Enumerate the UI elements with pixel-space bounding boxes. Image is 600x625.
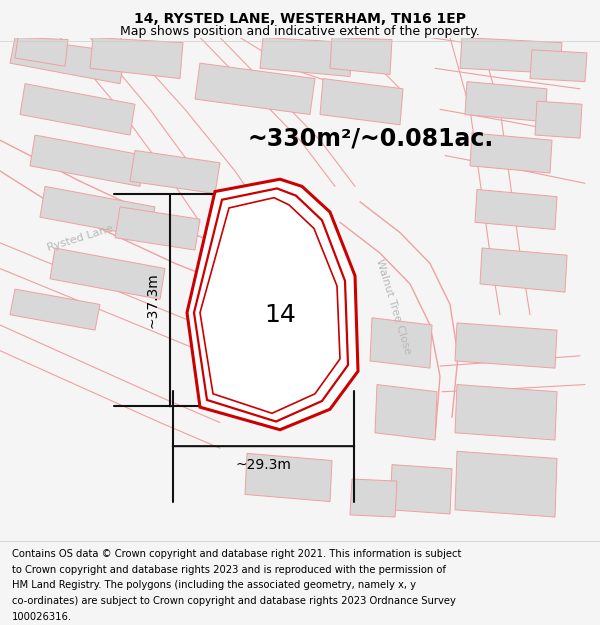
Polygon shape	[30, 135, 145, 186]
Polygon shape	[115, 207, 200, 250]
Polygon shape	[40, 186, 155, 238]
Polygon shape	[455, 451, 557, 517]
Text: Rysted Lane: Rysted Lane	[46, 223, 114, 253]
Polygon shape	[245, 453, 332, 502]
Polygon shape	[330, 38, 392, 74]
Text: ~330m²/~0.081ac.: ~330m²/~0.081ac.	[248, 126, 494, 150]
Polygon shape	[187, 179, 358, 430]
Text: 14, RYSTED LANE, WESTERHAM, TN16 1EP: 14, RYSTED LANE, WESTERHAM, TN16 1EP	[134, 12, 466, 26]
Text: HM Land Registry. The polygons (including the associated geometry, namely x, y: HM Land Registry. The polygons (includin…	[12, 580, 416, 590]
Text: co-ordinates) are subject to Crown copyright and database rights 2023 Ordnance S: co-ordinates) are subject to Crown copyr…	[12, 596, 456, 606]
Text: 100026316.: 100026316.	[12, 611, 72, 621]
Polygon shape	[455, 384, 557, 440]
Polygon shape	[350, 479, 397, 517]
Polygon shape	[90, 38, 183, 79]
Text: 14: 14	[264, 302, 296, 327]
Polygon shape	[195, 63, 315, 114]
Polygon shape	[15, 38, 68, 66]
Text: Contains OS data © Crown copyright and database right 2021. This information is : Contains OS data © Crown copyright and d…	[12, 549, 461, 559]
Polygon shape	[530, 50, 587, 82]
Polygon shape	[465, 82, 547, 122]
Polygon shape	[475, 189, 557, 229]
Polygon shape	[460, 38, 562, 73]
Text: to Crown copyright and database rights 2023 and is reproduced with the permissio: to Crown copyright and database rights 2…	[12, 564, 446, 574]
Polygon shape	[390, 464, 452, 514]
Polygon shape	[260, 38, 353, 76]
Polygon shape	[50, 248, 165, 299]
Polygon shape	[455, 323, 557, 368]
Polygon shape	[470, 133, 552, 173]
Polygon shape	[20, 84, 135, 135]
Polygon shape	[130, 151, 220, 194]
Text: ~37.3m: ~37.3m	[146, 272, 160, 328]
Text: ~29.3m: ~29.3m	[236, 458, 292, 472]
Polygon shape	[480, 248, 567, 292]
Polygon shape	[375, 384, 437, 440]
Text: Map shows position and indicative extent of the property.: Map shows position and indicative extent…	[120, 25, 480, 38]
Polygon shape	[10, 289, 100, 330]
Polygon shape	[10, 38, 125, 84]
Polygon shape	[535, 101, 582, 138]
Text: Rysted Lane: Rysted Lane	[236, 201, 271, 268]
Polygon shape	[320, 79, 403, 125]
Polygon shape	[370, 318, 432, 368]
Text: Walnut Tree Close: Walnut Tree Close	[374, 258, 412, 356]
